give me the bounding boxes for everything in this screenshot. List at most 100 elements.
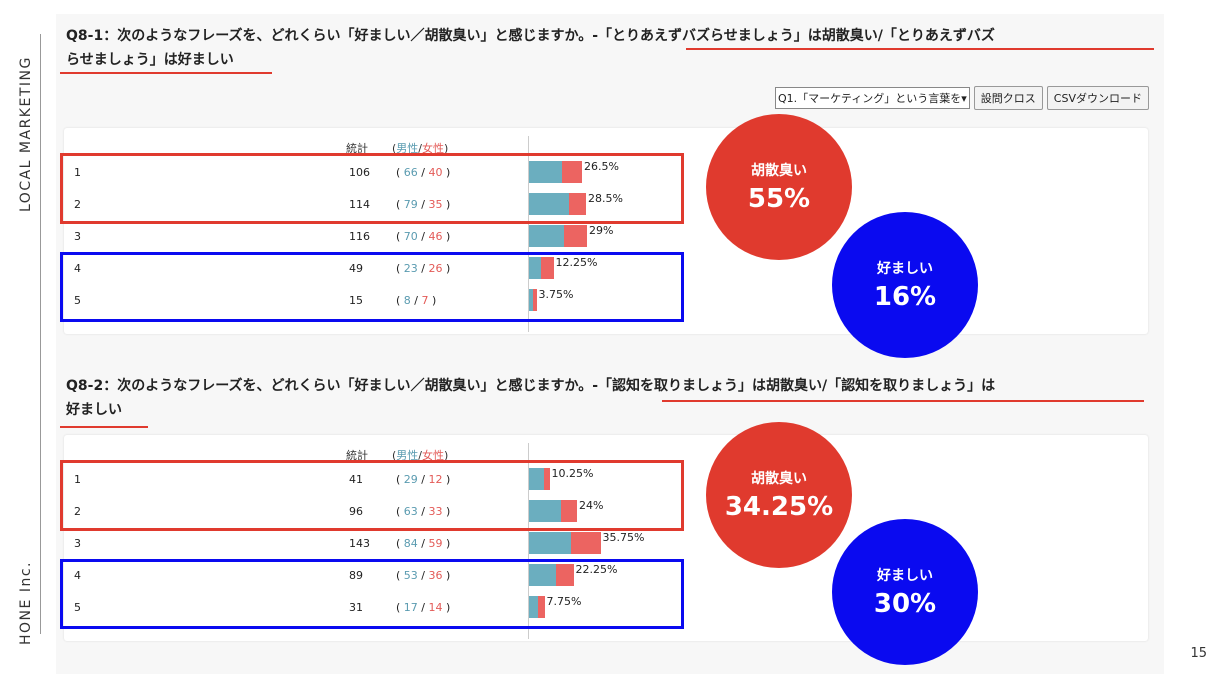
- header-close: ): [444, 142, 449, 155]
- row-category: 4: [74, 262, 81, 275]
- row-gender-split: ( 84 / 59 ): [396, 537, 450, 550]
- row-total: 89: [349, 569, 363, 582]
- bar-percent-label: 35.75%: [602, 531, 645, 544]
- close-paren: ): [442, 537, 451, 550]
- blue-highlight-box: [60, 559, 684, 629]
- brand-side-label: LOCAL MARKETING: [18, 56, 34, 212]
- bar-female: [533, 289, 537, 311]
- row-total: 49: [349, 262, 363, 275]
- row-category: 3: [74, 537, 81, 550]
- bar-male: [529, 500, 561, 522]
- bar-percent-label: 29%: [589, 224, 614, 237]
- row-total: 106: [349, 166, 370, 179]
- open-paren: (: [396, 537, 404, 550]
- bar-male: [529, 468, 544, 490]
- table-row: 4 89 ( 53 / 36 ) 22.25%: [64, 559, 704, 591]
- header-female: 女性: [422, 142, 445, 155]
- bar-male: [529, 289, 533, 311]
- row-category: 1: [74, 473, 81, 486]
- row-category: 2: [74, 505, 81, 518]
- slash: /: [417, 601, 429, 614]
- row-gender-split: ( 66 / 40 ): [396, 166, 450, 179]
- header-gender: (男性/女性): [392, 447, 448, 463]
- csv-download-button[interactable]: CSVダウンロード: [1046, 86, 1149, 110]
- red-callout-label: 胡散臭い: [751, 471, 807, 487]
- table-row: 2 114 ( 79 / 35 ) 28.5%: [64, 188, 704, 220]
- open-paren: (: [396, 166, 404, 179]
- male-count: 29: [403, 473, 418, 486]
- close-paren: ): [442, 569, 451, 582]
- bar-female: [543, 468, 550, 490]
- bar-percent-label: 24%: [579, 499, 604, 512]
- blue-highlight-box: [60, 252, 684, 322]
- question-title-2: Q8-2：次のようなフレーズを、どれくらい「好ましい／胡散臭い」と感じますか。-…: [66, 374, 1151, 422]
- close-paren: ): [442, 262, 451, 275]
- crosstab-button[interactable]: 設問クロス: [973, 86, 1043, 110]
- row-gender-split: ( 23 / 26 ): [396, 262, 450, 275]
- crosstab-select[interactable]: Q1.「マーケティング」という言葉を ▾: [774, 87, 970, 109]
- title-underline: [662, 400, 1144, 402]
- header-sep: /: [418, 142, 423, 155]
- female-count: 35: [428, 198, 443, 211]
- female-count: 14: [428, 601, 443, 614]
- header-stat: 統計: [346, 449, 368, 462]
- row-gender-split: ( 70 / 46 ): [396, 230, 450, 243]
- row-gender-split: ( 53 / 36 ): [396, 569, 450, 582]
- question-title-2-line1: Q8-2：次のようなフレーズを、どれくらい「好ましい／胡散臭い」と感じますか。-…: [66, 378, 996, 394]
- row-category: 4: [74, 569, 81, 582]
- close-paren: ): [442, 601, 451, 614]
- row-total: 143: [349, 537, 370, 550]
- open-paren: (: [396, 294, 404, 307]
- red-callout: 胡散臭い 55%: [706, 114, 852, 260]
- slash: /: [417, 505, 429, 518]
- open-paren: (: [396, 473, 404, 486]
- slash: /: [417, 473, 429, 486]
- bar-male: [529, 161, 562, 183]
- male-count: 79: [403, 198, 418, 211]
- bar-percent-label: 28.5%: [588, 192, 623, 205]
- row-total: 15: [349, 294, 363, 307]
- row-total: 116: [349, 230, 370, 243]
- toolbar: Q1.「マーケティング」という言葉を ▾ 設問クロス CSVダウンロード: [774, 86, 1149, 110]
- header-stat: 統計: [346, 142, 368, 155]
- red-callout-value: 55%: [747, 184, 811, 214]
- red-highlight-box: [60, 460, 684, 531]
- page-number: 15: [1190, 646, 1207, 661]
- table-row: 2 96 ( 63 / 33 ) 24%: [64, 495, 704, 527]
- table-row: 4 49 ( 23 / 26 ) 12.25%: [64, 252, 704, 284]
- row-gender-split: ( 8 / 7 ): [396, 294, 436, 307]
- table-row: 1 41 ( 29 / 12 ) 10.25%: [64, 463, 704, 495]
- close-paren: ): [442, 473, 451, 486]
- open-paren: (: [396, 198, 404, 211]
- header-sep: /: [418, 449, 423, 462]
- row-total: 96: [349, 505, 363, 518]
- open-paren: (: [396, 230, 404, 243]
- row-category: 5: [74, 601, 81, 614]
- header-female: 女性: [422, 449, 445, 462]
- male-count: 66: [403, 166, 418, 179]
- table-row: 3 116 ( 70 / 46 ) 29%: [64, 220, 704, 252]
- question-title-1: Q8-1：次のようなフレーズを、どれくらい「好ましい／胡散臭い」と感じますか。-…: [66, 24, 1151, 72]
- bar-female: [540, 257, 554, 279]
- bar-female: [564, 225, 587, 247]
- bar-male: [529, 564, 556, 586]
- bar-female: [537, 596, 545, 618]
- header-gender: (男性/女性): [392, 140, 448, 156]
- red-callout-label: 胡散臭い: [751, 163, 807, 179]
- slash: /: [417, 262, 429, 275]
- male-count: 63: [403, 505, 418, 518]
- female-count: 59: [428, 537, 443, 550]
- slash: /: [410, 294, 422, 307]
- title-underline: [686, 48, 1154, 50]
- bar-male: [529, 596, 538, 618]
- bar-axis: [528, 136, 529, 332]
- bar-female: [562, 161, 582, 183]
- header-open: (: [392, 142, 397, 155]
- table-row: 3 143 ( 84 / 59 ) 35.75%: [64, 527, 704, 559]
- bar-female: [568, 193, 586, 215]
- bar-percent-label: 26.5%: [584, 160, 619, 173]
- bar-percent-label: 22.25%: [575, 563, 618, 576]
- close-paren: ): [428, 294, 437, 307]
- table-row: 5 31 ( 17 / 14 ) 7.75%: [64, 591, 704, 623]
- blue-callout: 好ましい 30%: [832, 519, 978, 665]
